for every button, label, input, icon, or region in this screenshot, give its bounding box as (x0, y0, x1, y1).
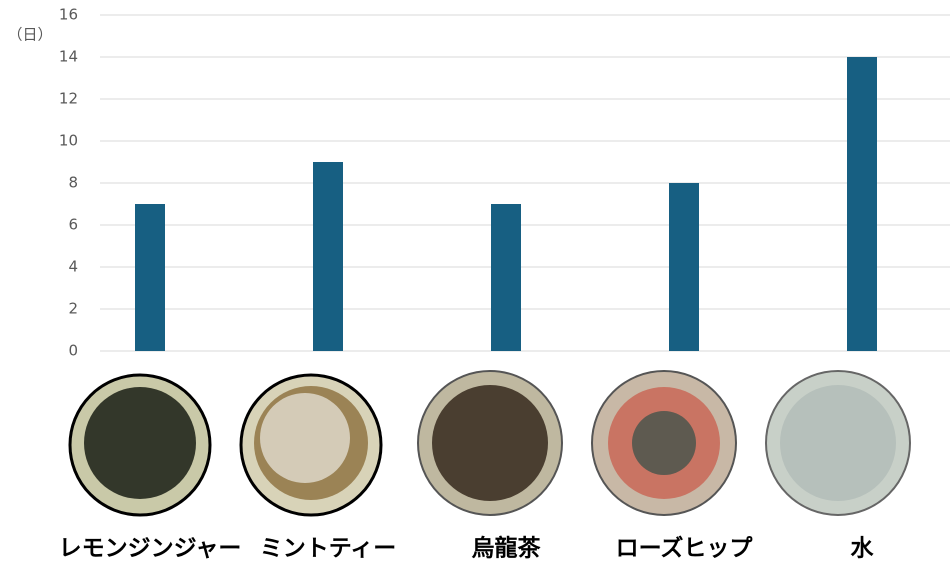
y-axis-label: （日） (7, 26, 52, 44)
category-label: レモンジンジャー (59, 536, 242, 562)
y-tick-label: 8 (68, 174, 78, 192)
bar (491, 204, 521, 351)
category-label: 烏龍茶 (472, 535, 542, 562)
bar (313, 162, 343, 351)
dish-culture (84, 387, 196, 499)
y-tick-label: 2 (68, 300, 78, 318)
bar (847, 57, 877, 351)
bar (135, 204, 165, 351)
y-tick-label: 4 (68, 258, 78, 276)
category-label: ミントティー (260, 536, 397, 562)
y-tick-label: 10 (59, 132, 78, 150)
y-tick-label: 6 (68, 216, 78, 234)
bar (669, 183, 699, 351)
petri-dishes (68, 370, 911, 517)
y-tick-label: 16 (59, 6, 78, 24)
category-label: ローズヒップ (616, 535, 754, 562)
dish-culture (780, 385, 896, 501)
y-tick-label: 14 (59, 48, 78, 66)
dish-culture (432, 385, 548, 501)
dish-culture (260, 393, 350, 483)
y-tick-label: 0 (68, 342, 78, 360)
y-tick-label: 12 (59, 90, 78, 108)
dish-culture (632, 411, 696, 475)
category-label: 水 (851, 536, 875, 562)
